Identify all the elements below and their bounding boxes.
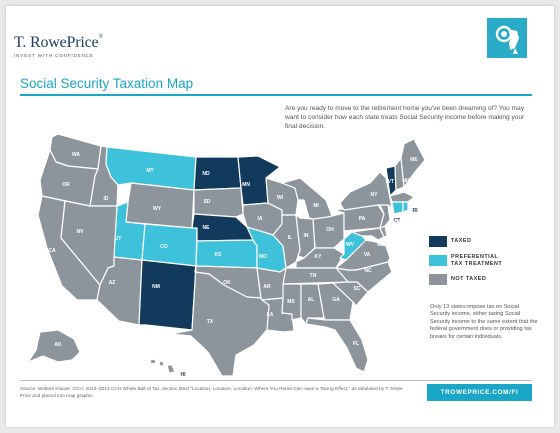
title-divider [20,94,532,96]
state-nd [193,156,242,191]
state-sd [193,187,244,218]
state-co [141,223,198,267]
state-label-va: VA [364,252,371,258]
state-label-co: CO [160,244,168,250]
legend-label-not-taxed: NOT TAXED [451,276,487,283]
state-ma [389,191,415,203]
state-label-mn: MN [242,182,250,188]
website-url: TROWEPRICE.COM/FI [440,389,519,396]
intro-text: Are you ready to move to the retirement … [285,105,525,131]
state-label-ut: UT [115,236,122,242]
registered-mark: ® [98,34,103,40]
state-label-al: AL [308,297,315,303]
state-label-md: MD [377,242,385,248]
state-label-ne: NE [203,225,211,231]
tax-note: Only 13 states impose tax on Social Secu… [430,304,538,340]
ram-icon [495,25,519,54]
state-label-id: ID [104,196,109,202]
state-label-ok: OK [223,280,231,286]
state-label-ca: CA [48,248,56,254]
state-hi [166,364,176,374]
state-label-mo: MO [259,254,267,260]
state-hi [158,360,165,367]
state-label-ct: CT [394,218,401,224]
state-ks [195,239,258,269]
brand-tagline: INVEST WITH CONFIDENCE [14,53,94,58]
state-label-mi: MI [313,203,319,209]
state-label-sd: SD [204,199,211,205]
state-label-fl: FL [353,341,359,347]
state-label-ia: IA [258,216,263,222]
state-nm [138,259,197,331]
state-label-sc: SC [354,286,361,292]
state-label-tn: TN [310,273,317,279]
state-label-ms: MS [287,299,295,305]
legend-item-taxed: TAXED [429,236,511,247]
source-citation: Source: Wolters Kluwer, CCH. 2013–2013 C… [20,387,403,399]
state-ny [339,171,393,211]
state-label-il: IL [288,235,292,241]
state-label-ny: NY [371,192,379,198]
state-label-or: OR [62,182,70,188]
state-label-ga: GA [332,297,340,303]
state-ri [402,201,409,213]
state-label-me: ME [410,157,418,163]
state-label-nd: ND [202,171,210,177]
state-label-nv: NV [77,229,85,235]
state-label-wa: WA [72,152,80,158]
website-link-button[interactable]: TROWEPRICE.COM/FI [427,384,532,401]
state-label-nm: NM [152,284,160,290]
state-label-la: LA [267,312,274,318]
legend-item-not-taxed: NOT TAXED [429,274,511,285]
state-label-wy: WY [153,206,162,212]
state-label-ak: AK [54,342,62,348]
state-label-in: IN [304,233,309,239]
state-ar [256,267,287,301]
legend-swatch-preferential [429,255,447,266]
state-label-az: AZ [109,280,116,286]
legend-label-taxed: TAXED [451,238,472,245]
state-label-oh: OH [326,227,334,233]
state-label-hi: HI [181,372,187,378]
footer-divider [20,380,532,381]
state-label-ky: KY [315,254,323,260]
state-me [400,138,426,188]
state-label-mt: MT [146,168,153,174]
state-label-nj: NJ [393,220,400,226]
state-label-ma: MA [416,192,424,198]
state-label-wi: WI [277,195,284,201]
legend-label-preferential: PREFERENTIAL TAX TREATMENT [451,254,503,267]
state-ak [27,329,81,363]
state-fl [305,317,369,373]
legend-swatch-taxed [429,236,447,247]
legend-swatch-not-taxed [429,274,447,285]
state-label-nh: NH [402,178,410,184]
state-tx [169,265,271,377]
state-label-nc: NC [364,268,372,274]
state-label-wv: WV [346,242,355,248]
state-label-ks: KS [215,252,223,258]
state-label-vt: VT [388,179,394,185]
state-hi [149,358,157,365]
state-label-tx: TX [207,319,214,325]
state-ct [391,201,404,215]
map-legend: TAXED PREFERENTIAL TAX TREATMENT NOT TAX… [429,236,511,292]
state-label-de: DE [395,232,403,238]
legend-item-preferential: PREFERENTIAL TAX TREATMENT [429,254,511,267]
state-label-ri: RI [413,208,419,214]
state-label-ar: AR [263,284,271,290]
page-title: Social Security Taxation Map [20,76,194,91]
bighorn-ram-logo-icon [487,18,527,58]
state-label-pa: PA [359,216,366,222]
brand-name: T. RowePrice [14,34,99,51]
brand-logo[interactable]: T. RowePrice® INVEST WITH CONFIDENCE [14,34,103,58]
